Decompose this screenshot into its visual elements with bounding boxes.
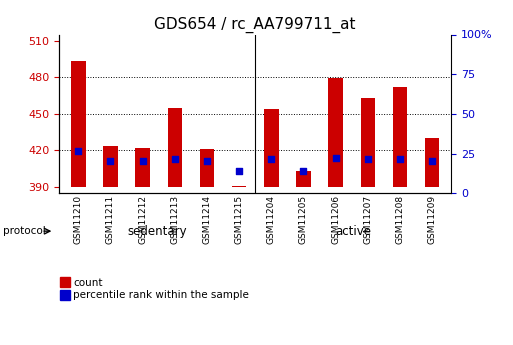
Bar bbox=[425, 138, 439, 187]
Bar bbox=[232, 186, 246, 187]
Point bbox=[428, 158, 436, 164]
Point bbox=[171, 156, 179, 162]
Point bbox=[396, 156, 404, 162]
Bar bbox=[200, 149, 214, 187]
Bar bbox=[264, 109, 279, 187]
Bar bbox=[328, 78, 343, 187]
Bar bbox=[103, 146, 117, 187]
Bar bbox=[71, 61, 86, 187]
Point bbox=[331, 156, 340, 161]
Bar bbox=[135, 148, 150, 187]
Point bbox=[300, 168, 308, 174]
Point bbox=[235, 168, 243, 174]
Text: sedentary: sedentary bbox=[127, 225, 187, 238]
Point bbox=[139, 159, 147, 164]
Bar bbox=[296, 171, 311, 187]
Bar bbox=[393, 87, 407, 187]
Point bbox=[106, 158, 114, 164]
Bar bbox=[168, 108, 182, 187]
Point bbox=[364, 156, 372, 162]
Text: active: active bbox=[336, 225, 371, 238]
Point bbox=[267, 156, 275, 162]
Point bbox=[74, 148, 83, 154]
Bar bbox=[361, 98, 375, 187]
Point bbox=[203, 159, 211, 164]
Text: protocol: protocol bbox=[3, 226, 45, 236]
Legend: count, percentile rank within the sample: count, percentile rank within the sample bbox=[61, 278, 249, 300]
Title: GDS654 / rc_AA799711_at: GDS654 / rc_AA799711_at bbox=[154, 17, 356, 33]
